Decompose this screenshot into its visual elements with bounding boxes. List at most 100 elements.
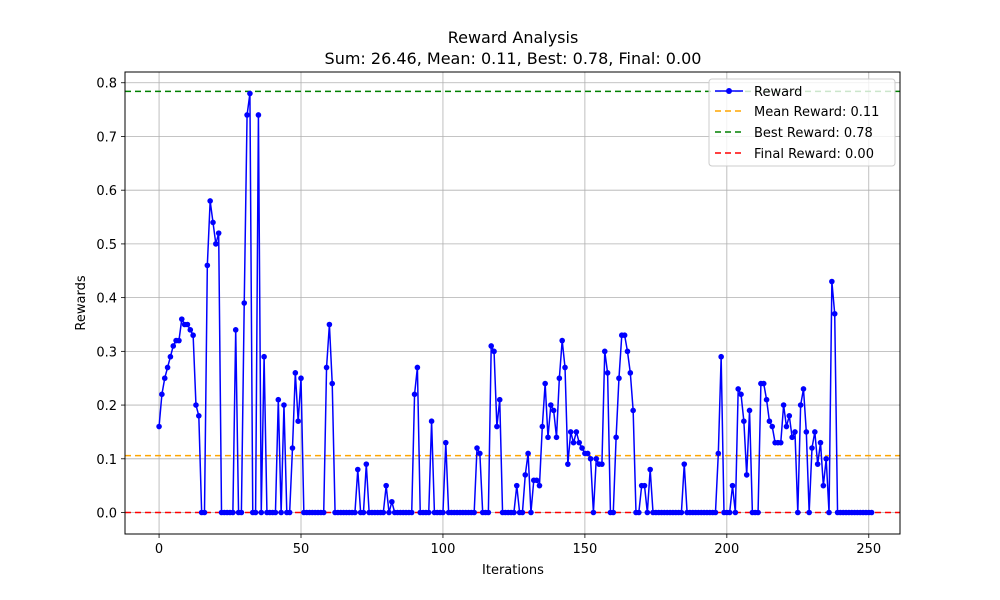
reward-point <box>644 509 651 516</box>
reward-point <box>741 418 747 424</box>
reward-point <box>783 423 790 430</box>
reward-point <box>766 418 773 424</box>
reward-point <box>471 509 477 516</box>
reward-point <box>718 353 724 360</box>
reward-point <box>161 375 168 382</box>
reward-point <box>738 391 744 398</box>
y-tick-label: 0.4 <box>96 292 117 307</box>
x-axis-ticks: 0 50 100 150 200 250 <box>155 534 881 557</box>
x-tick-label: 100 <box>431 542 456 557</box>
reward-point <box>809 445 815 451</box>
reward-point <box>428 418 435 424</box>
y-tick-label: 0.1 <box>96 453 117 468</box>
reward-point <box>440 509 446 516</box>
reward-point <box>477 450 483 457</box>
reward-point <box>536 482 543 489</box>
reward-point <box>496 396 503 403</box>
reward-point <box>525 450 531 457</box>
x-tick-label: 200 <box>714 542 739 557</box>
legend-reward-marker <box>726 88 732 94</box>
x-axis-label: Iterations <box>482 563 544 578</box>
legend-label-best: Best Reward: 0.78 <box>754 126 873 141</box>
reward-point <box>777 439 784 446</box>
legend-label-reward: Reward <box>754 85 802 100</box>
reward-point <box>244 112 250 118</box>
reward-point <box>545 434 551 441</box>
reward-point <box>360 509 367 516</box>
reward-point <box>786 413 793 419</box>
legend: Reward Mean Reward: 0.11 Best Reward: 0.… <box>708 78 896 167</box>
reward-point <box>292 370 299 376</box>
legend-label-final: Final Reward: 0.00 <box>754 147 874 162</box>
reward-point <box>542 380 548 387</box>
reward-point <box>352 509 358 516</box>
y-tick-label: 0.0 <box>96 507 117 522</box>
reward-point <box>354 466 361 473</box>
y-tick-label: 0.3 <box>96 345 117 360</box>
reward-point <box>159 391 165 398</box>
reward-point <box>831 310 838 317</box>
reward-point <box>275 396 282 403</box>
y-tick-label: 0.2 <box>96 399 117 414</box>
reward-point <box>494 423 500 430</box>
reward-point <box>579 445 585 451</box>
reward-point <box>213 241 219 247</box>
reward-point <box>258 509 265 516</box>
reward-point <box>522 472 529 478</box>
reward-point <box>559 337 565 344</box>
reward-point <box>599 461 605 467</box>
reward-point <box>178 316 185 322</box>
x-tick-label: 250 <box>856 542 881 557</box>
reward-point <box>678 509 685 516</box>
reward-point <box>576 439 583 446</box>
reward-point <box>215 230 222 236</box>
reward-point <box>868 509 875 516</box>
reward-point <box>519 509 526 516</box>
reward-point <box>769 423 776 430</box>
reward-point <box>726 509 733 516</box>
y-tick-label: 0.8 <box>96 77 117 92</box>
reward-point <box>803 429 810 435</box>
reward-point <box>511 509 517 516</box>
reward-point <box>323 364 330 371</box>
reward-point <box>255 112 262 118</box>
legend-label-mean: Mean Reward: 0.11 <box>754 105 879 120</box>
reward-point <box>261 353 267 360</box>
reward-point <box>533 477 540 484</box>
reward-point <box>823 455 829 462</box>
reward-point <box>616 375 622 382</box>
reward-point <box>647 466 653 473</box>
reward-point <box>193 402 199 408</box>
reward-point <box>190 332 196 339</box>
reward-point <box>797 402 804 408</box>
reward-point <box>820 482 827 489</box>
reward-point <box>272 509 279 516</box>
reward-point <box>247 90 253 97</box>
reward-point <box>207 198 213 204</box>
reward-point <box>187 327 194 333</box>
reward-point <box>567 429 574 435</box>
reward-point <box>329 380 336 387</box>
y-tick-label: 0.6 <box>96 184 117 199</box>
reward-point <box>289 445 296 451</box>
reward-point <box>763 396 770 403</box>
reward-point <box>286 509 293 516</box>
reward-point <box>624 348 631 355</box>
reward-point <box>553 434 560 441</box>
reward-point <box>485 509 492 516</box>
reward-point <box>326 321 333 328</box>
reward-point <box>641 482 648 489</box>
reward-point <box>539 423 546 430</box>
reward-point <box>425 509 432 516</box>
x-tick-label: 150 <box>572 542 597 557</box>
reward-point <box>621 332 628 339</box>
reward-point <box>411 391 418 398</box>
x-tick-label: 50 <box>293 542 310 557</box>
reward-point <box>386 509 392 516</box>
reward-point <box>610 509 617 516</box>
reward-point <box>298 375 304 382</box>
reward-point <box>491 348 497 355</box>
reward-point <box>550 407 557 414</box>
